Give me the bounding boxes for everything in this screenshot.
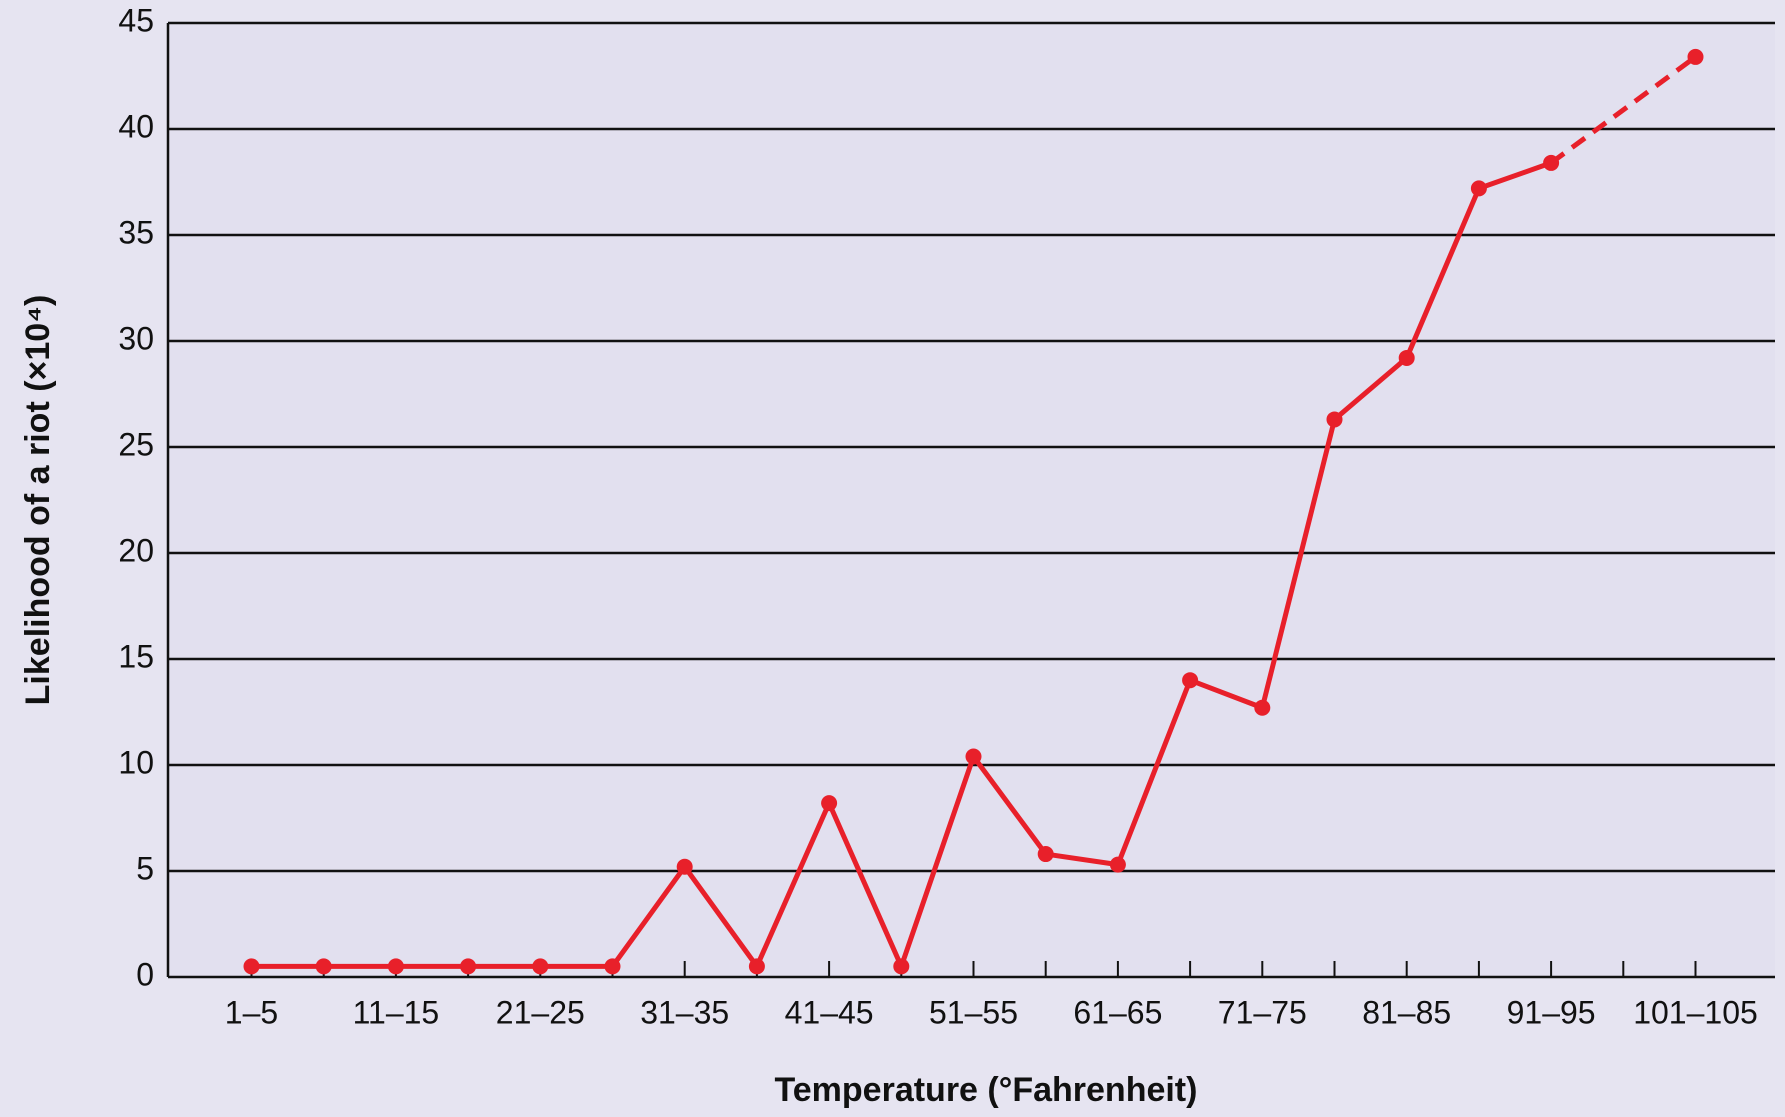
y-axis-title: Likelihood of a riot (×10⁴) <box>19 295 57 706</box>
point <box>893 958 910 975</box>
point <box>315 958 332 975</box>
y-tick-label: 15 <box>118 638 154 674</box>
y-tick-label: 30 <box>118 320 154 356</box>
point <box>676 858 693 875</box>
line-gap-connector <box>1549 54 1697 165</box>
x-tick-label: 11–15 <box>353 994 440 1030</box>
x-tick-label: 91–95 <box>1507 994 1596 1030</box>
y-tick-label: 10 <box>118 744 154 780</box>
x-tick-label: 21–25 <box>496 994 585 1030</box>
point <box>965 748 982 765</box>
point <box>1543 154 1560 171</box>
point <box>1037 846 1054 863</box>
x-tick-label: 61–65 <box>1073 994 1162 1030</box>
y-tick-label: 20 <box>118 532 154 568</box>
point <box>243 958 260 975</box>
point <box>821 795 838 812</box>
point <box>1687 48 1704 65</box>
point <box>1470 180 1487 197</box>
point <box>387 958 404 975</box>
x-tick-label: 31–35 <box>640 994 729 1030</box>
y-tick-label: 35 <box>118 214 154 250</box>
y-tick-label: 45 <box>118 2 154 38</box>
point <box>532 958 549 975</box>
point <box>1109 856 1126 873</box>
point <box>748 958 765 975</box>
y-tick-label: 25 <box>118 426 154 462</box>
plot-area <box>168 23 1775 977</box>
point <box>1398 349 1415 366</box>
point <box>1254 699 1271 716</box>
point <box>460 958 477 975</box>
x-tick-label: 101–105 <box>1633 994 1758 1030</box>
x-tick-label: 1–5 <box>225 994 278 1030</box>
x-tick-label: 81–85 <box>1362 994 1451 1030</box>
y-tick-label: 5 <box>136 850 154 886</box>
x-tick-label: 51–55 <box>929 994 1018 1030</box>
x-tick-label: 71–75 <box>1218 994 1307 1030</box>
x-tick-label: 41–45 <box>785 994 874 1030</box>
y-tick-label: 0 <box>136 956 154 992</box>
point <box>1182 672 1199 689</box>
y-tick-label: 40 <box>118 108 154 144</box>
point <box>1326 411 1343 428</box>
point <box>604 958 621 975</box>
x-axis-title: Temperature (°Fahrenheit) <box>775 1071 1198 1109</box>
